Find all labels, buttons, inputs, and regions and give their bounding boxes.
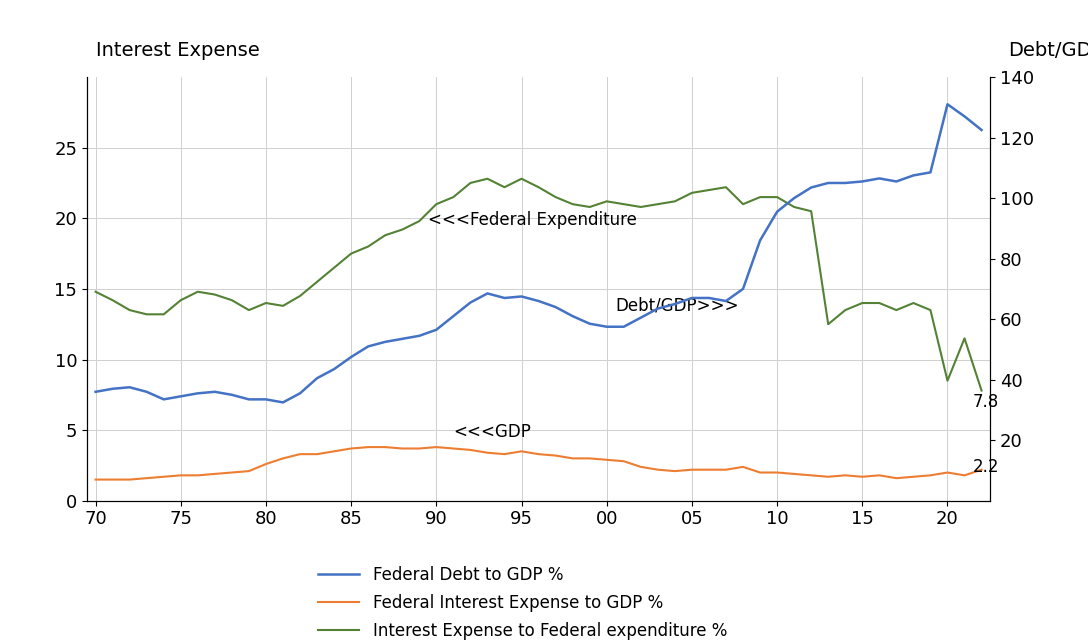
Federal Debt to GDP % (788, 195, 801, 202)
Federal Debt to GDP % (941, 100, 954, 108)
Interest Expense to Federal expenditure % (975, 386, 988, 394)
Federal Debt to GDP % (668, 300, 681, 308)
Text: <<<GDP: <<<GDP (454, 423, 531, 441)
Interest Expense to Federal expenditure % (89, 288, 102, 295)
Federal Debt to GDP % (634, 314, 647, 322)
Federal Debt to GDP % (276, 399, 289, 406)
Federal Interest Expense to GDP % (788, 470, 801, 478)
Federal Interest Expense to GDP % (361, 443, 374, 451)
Text: Debt/GDP>>>: Debt/GDP>>> (615, 296, 739, 314)
Federal Debt to GDP % (685, 294, 698, 302)
Interest Expense to Federal expenditure % (634, 203, 647, 211)
Federal Interest Expense to GDP % (327, 447, 341, 455)
Text: Debt/GDP: Debt/GDP (1009, 41, 1088, 60)
Federal Interest Expense to GDP % (668, 467, 681, 475)
Interest Expense to Federal expenditure % (481, 175, 494, 182)
Interest Expense to Federal expenditure % (617, 200, 630, 208)
Text: 2.2: 2.2 (973, 458, 1000, 476)
Federal Debt to GDP % (345, 353, 358, 361)
Federal Interest Expense to GDP % (634, 463, 647, 471)
Interest Expense to Federal expenditure % (327, 264, 341, 272)
Federal Debt to GDP % (975, 126, 988, 134)
Text: <<<Federal Expenditure: <<<Federal Expenditure (428, 211, 636, 229)
Legend: Federal Debt to GDP %, Federal Interest Expense to GDP %, Interest Expense to Fe: Federal Debt to GDP %, Federal Interest … (311, 559, 733, 642)
Federal Debt to GDP % (89, 388, 102, 395)
Line: Federal Interest Expense to GDP %: Federal Interest Expense to GDP % (96, 447, 981, 480)
Interest Expense to Federal expenditure % (788, 203, 801, 211)
Federal Debt to GDP % (617, 323, 630, 331)
Line: Federal Debt to GDP %: Federal Debt to GDP % (96, 104, 981, 403)
Federal Interest Expense to GDP % (89, 476, 102, 483)
Federal Interest Expense to GDP % (890, 474, 903, 482)
Text: Interest Expense: Interest Expense (96, 41, 260, 60)
Text: 7.8: 7.8 (973, 393, 999, 411)
Interest Expense to Federal expenditure % (890, 306, 903, 314)
Line: Interest Expense to Federal expenditure %: Interest Expense to Federal expenditure … (96, 178, 981, 390)
Federal Interest Expense to GDP % (975, 466, 988, 474)
Interest Expense to Federal expenditure % (668, 198, 681, 205)
Federal Interest Expense to GDP % (617, 457, 630, 465)
